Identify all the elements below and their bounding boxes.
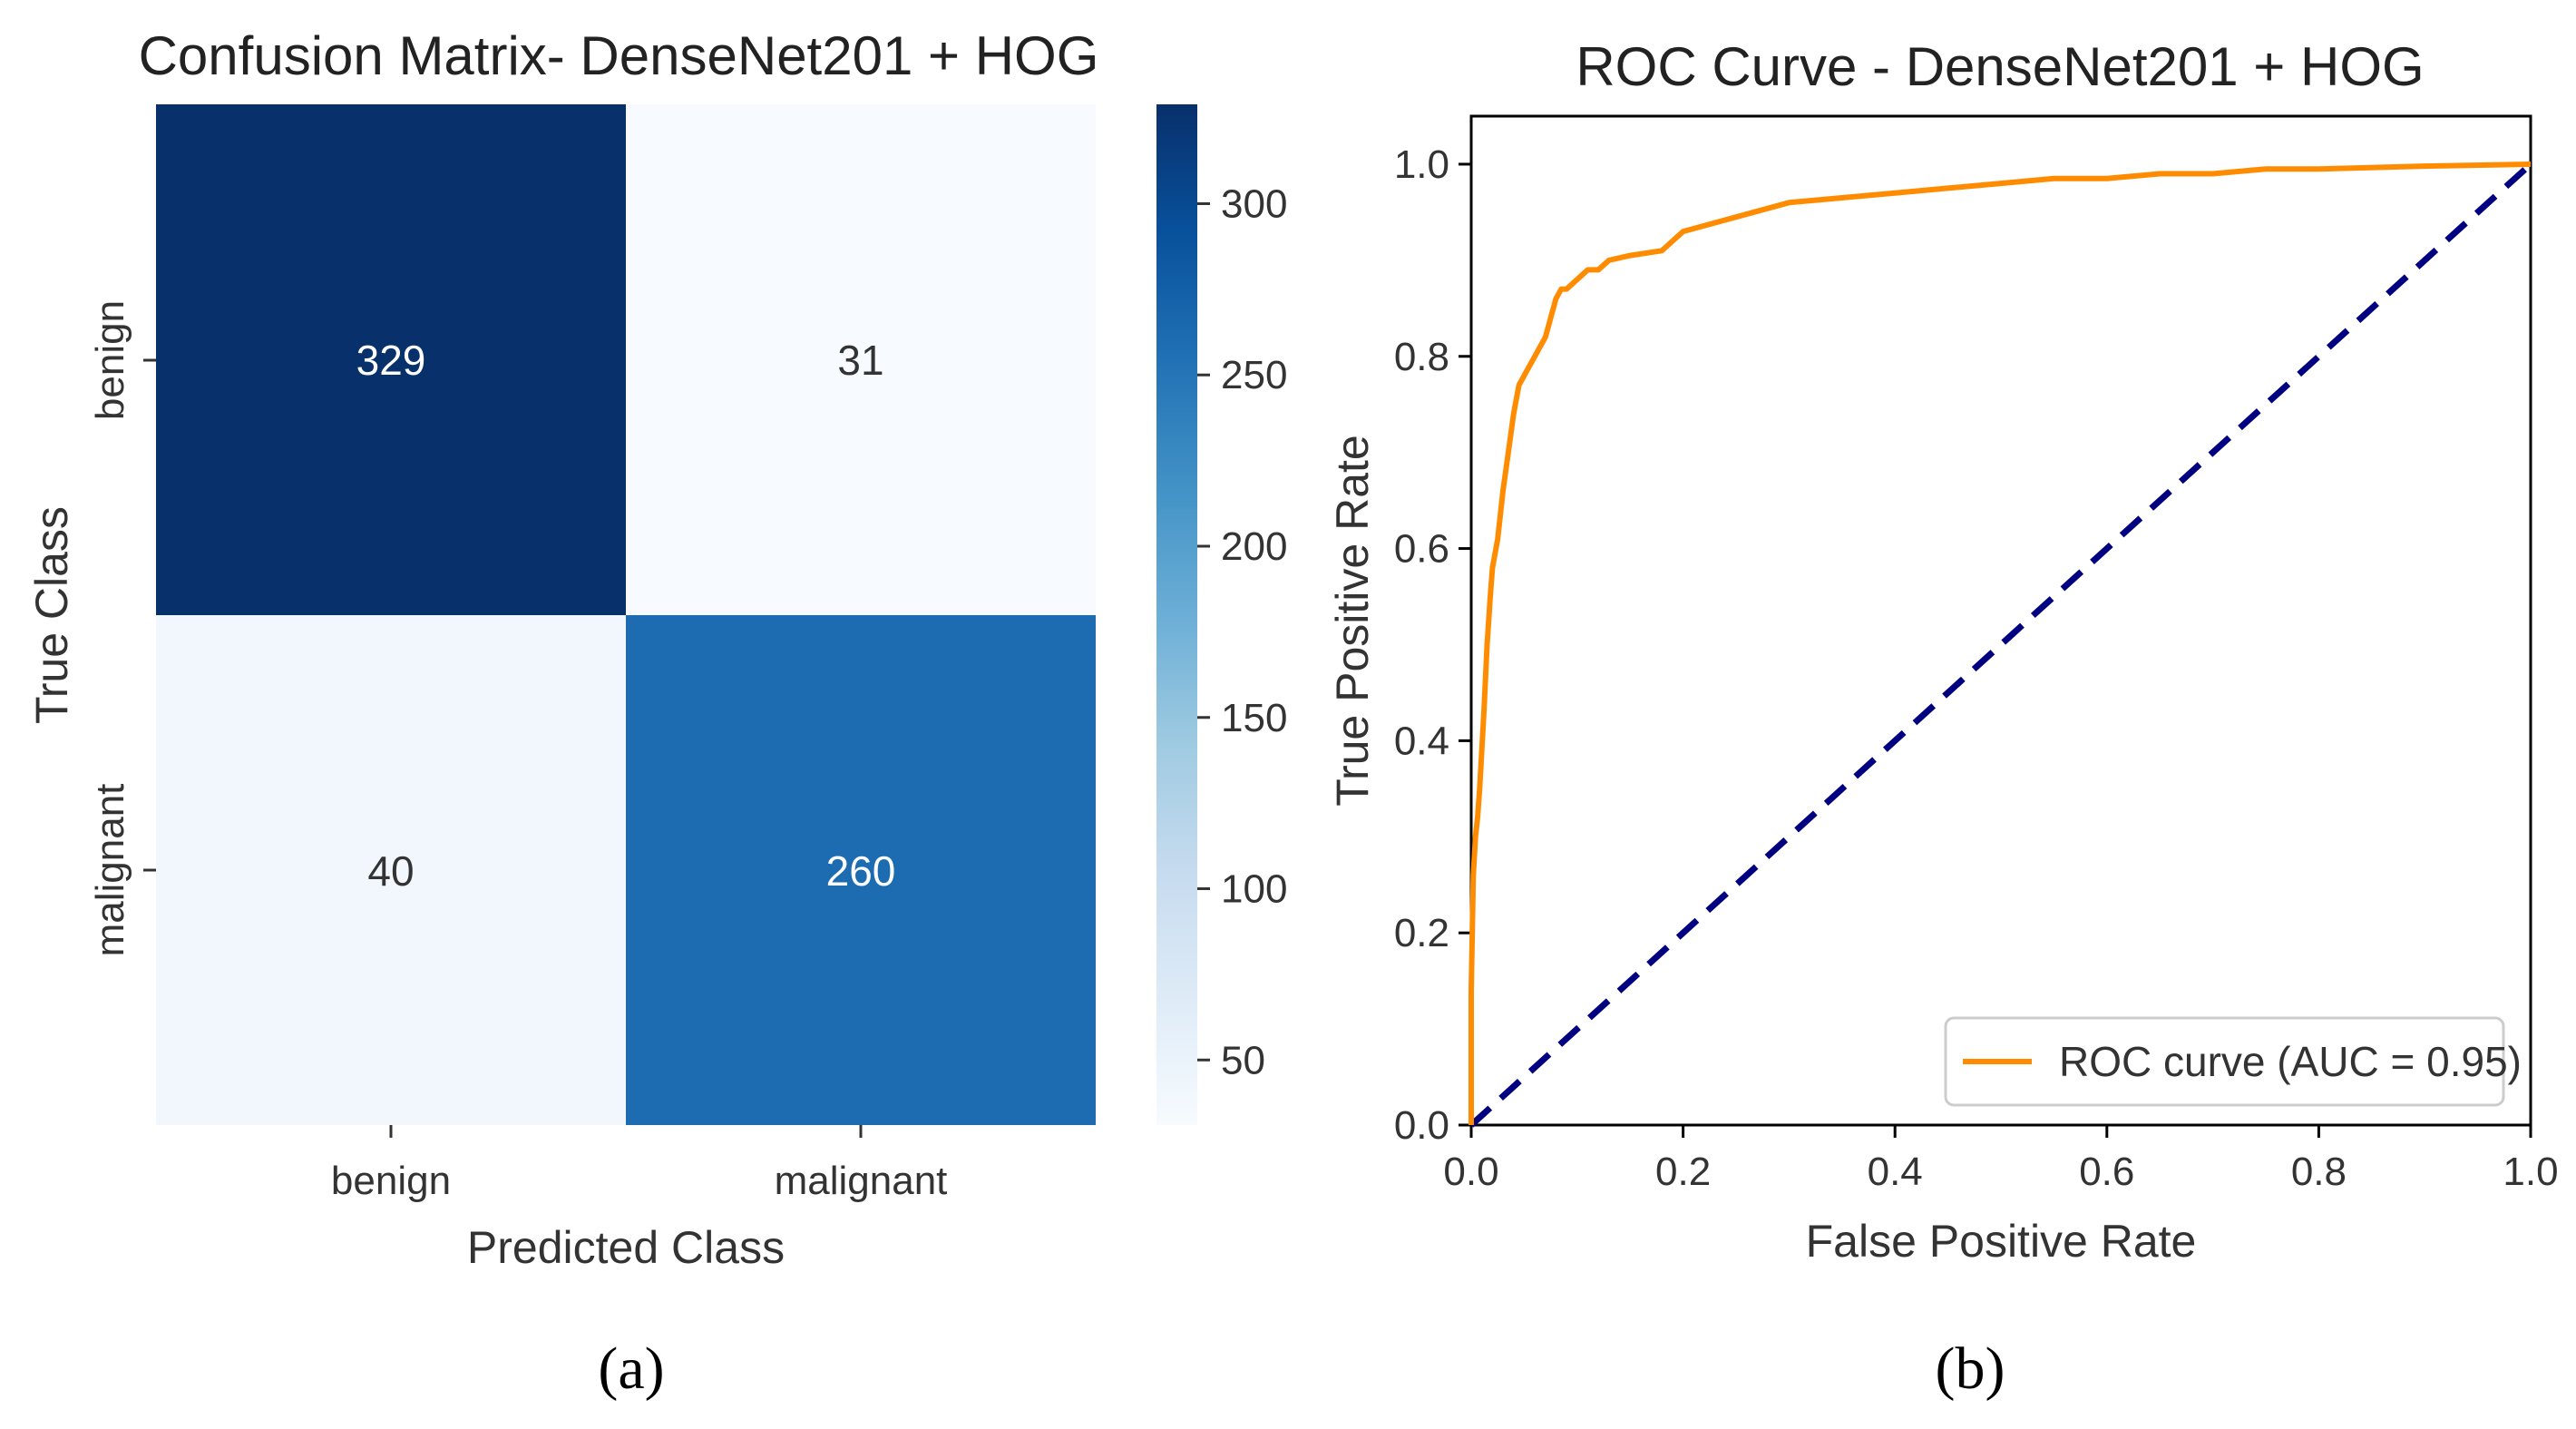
cm-xtick-label-benign: benign [331,1159,451,1203]
roc-xtick-label: 0.0 [1443,1150,1498,1194]
roc-ytick-label: 0.8 [1394,335,1449,379]
roc-panel: ROC Curve - DenseNet201 + HOG 0.0 0.2 0.4 0… [1327,36,2559,1267]
roc-plot-frame [1469,114,2532,1127]
roc-xlabel: False Positive Rate [1806,1216,2197,1267]
roc-xtick-label: 0.2 [1655,1150,1711,1194]
roc-chance-line [1469,161,2533,1128]
colorbar-ticks: 50 100 150 200 250 300 [1197,181,1287,1082]
roc-ytick-label: 0.4 [1394,719,1449,763]
roc-xtick-label: 0.8 [2291,1150,2347,1194]
cm-cell-malignant-malignant [626,615,1096,1125]
cm-cell-benign-benign [156,104,626,615]
roc-xtick-label: 0.6 [2079,1150,2134,1194]
roc-xtick-label: 1.0 [2503,1150,2558,1194]
cm-ytick-label-benign: benign [88,300,132,420]
roc-legend: ROC curve (AUC = 0.95) [1944,1016,2522,1107]
cm-value-benign-benign: 329 [356,337,426,384]
colorbar-tick-label: 300 [1221,181,1287,226]
cm-value-malignant-benign: 40 [367,847,414,895]
cm-value-malignant-malignant: 260 [826,847,896,895]
roc-title: ROC Curve - DenseNet201 + HOG [1576,36,2424,97]
roc-xtick-label: 0.4 [1868,1150,1923,1194]
cm-title: Confusion Matrix- DenseNet201 + HOG [139,25,1099,86]
colorbar [1156,104,1197,1125]
cm-xtick-label-malignant: malignant [775,1159,948,1203]
panel-label-b: (b) [1936,1336,2005,1402]
roc-legend-label: ROC curve (AUC = 0.95) [2059,1038,2522,1085]
confusion-matrix-panel: Confusion Matrix- DenseNet201 + HOG 329 … [26,25,1287,1273]
cm-cell-benign-malignant [626,104,1096,615]
cm-cell-malignant-benign [156,615,626,1125]
roc-ytick-label: 0.6 [1394,527,1449,572]
roc-ytick-label: 1.0 [1394,142,1449,187]
panel-label-a: (a) [598,1336,664,1402]
colorbar-tick-label: 250 [1221,353,1287,397]
colorbar-tick-label: 100 [1221,867,1287,912]
cm-xlabel: Predicted Class [467,1222,785,1273]
roc-ytick-label: 0.0 [1394,1103,1449,1148]
colorbar-tick-label: 150 [1221,696,1287,740]
roc-ytick-label: 0.2 [1394,911,1449,955]
cm-ytick-label-malignant: malignant [88,784,132,957]
cm-value-benign-malignant: 31 [837,337,883,384]
cm-ylabel: True Class [26,506,77,724]
colorbar-tick-label: 200 [1221,524,1287,569]
roc-curve-line [1469,161,2532,1125]
colorbar-tick-label: 50 [1221,1038,1265,1082]
roc-legend-box [1944,1016,2505,1107]
roc-ylabel: True Positive Rate [1327,435,1378,806]
roc-ticks: 0.0 0.2 0.4 0.6 0.8 1.0 0.0 0.2 0.4 0.6 0.8 1.0 [1394,142,2559,1194]
